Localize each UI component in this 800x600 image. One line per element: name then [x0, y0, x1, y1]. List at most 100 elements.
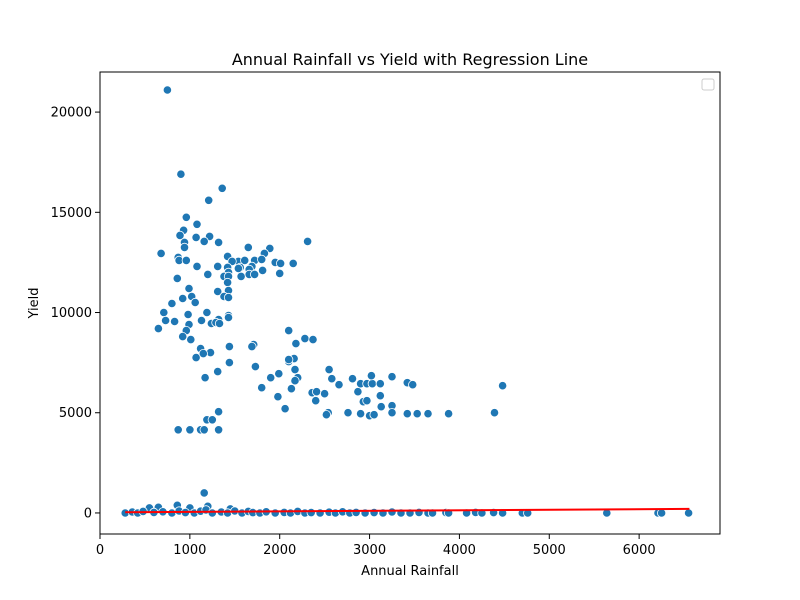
data-point: [161, 315, 171, 326]
data-point: [387, 507, 397, 517]
data-point: [250, 361, 260, 372]
data-point: [367, 379, 377, 389]
x-tick-label: 1000: [173, 543, 206, 558]
data-point: [207, 508, 217, 518]
data-point: [275, 258, 286, 268]
data-point: [423, 409, 433, 419]
x-tick-label: 0: [96, 543, 104, 558]
data-point: [290, 364, 300, 375]
data-point: [523, 508, 533, 518]
data-point: [347, 374, 358, 384]
data-point: [156, 248, 166, 258]
data-point: [178, 293, 188, 304]
data-point: [443, 409, 454, 419]
data-point: [185, 425, 195, 435]
data-point: [290, 376, 300, 386]
data-point: [173, 425, 183, 435]
data-point: [497, 381, 508, 391]
data-point: [319, 389, 330, 399]
data-point: [311, 387, 322, 397]
data-point: [223, 277, 233, 288]
data-point: [387, 408, 397, 418]
x-tick-label: 6000: [623, 543, 656, 558]
data-point: [273, 392, 283, 402]
data-point: [179, 242, 190, 252]
data-point: [192, 261, 202, 271]
data-point: [284, 325, 294, 336]
data-point: [213, 366, 223, 377]
data-point: [214, 407, 224, 417]
data-point: [167, 298, 177, 309]
data-point: [191, 232, 201, 242]
data-point: [191, 352, 201, 363]
data-point: [184, 283, 194, 294]
data-point: [196, 315, 207, 326]
data-point: [200, 373, 210, 383]
data-point: [489, 408, 500, 418]
y-tick-label: 5000: [59, 406, 92, 421]
data-point: [306, 507, 316, 518]
data-point: [291, 338, 301, 349]
data-point: [284, 354, 294, 365]
data-point: [366, 371, 376, 381]
data-point: [375, 379, 385, 389]
data-point: [308, 334, 318, 345]
data-point: [181, 212, 191, 222]
data-point: [257, 265, 268, 275]
data-point: [170, 316, 180, 327]
legend-box: [701, 78, 715, 91]
data-point: [178, 331, 188, 342]
data-point: [224, 357, 234, 368]
data-point: [159, 307, 169, 318]
data-point: [224, 341, 234, 352]
data-point: [408, 380, 418, 390]
x-axis: 0 1000 2000 3000 4000 5000 6000: [96, 534, 656, 558]
data-point: [302, 236, 313, 246]
regression-layer: [125, 507, 690, 514]
data-point: [172, 273, 182, 283]
data-point: [369, 410, 379, 420]
data-point: [274, 369, 284, 379]
y-tick-label: 15000: [51, 206, 92, 221]
data-point: [375, 391, 385, 401]
data-point: [153, 323, 163, 334]
data-point: [334, 380, 344, 390]
data-point: [353, 387, 363, 397]
data-point: [288, 258, 298, 268]
data-point: [176, 169, 186, 179]
y-axis: 0 5000 10000 15000 20000: [51, 106, 100, 521]
data-point: [213, 286, 223, 297]
data-point: [199, 488, 209, 498]
data-point: [217, 183, 227, 193]
data-point: [683, 508, 694, 518]
y-axis-label: Yield: [27, 288, 42, 320]
data-point: [324, 364, 334, 375]
data-point: [192, 219, 202, 229]
data-point: [412, 409, 422, 419]
data-point: [223, 312, 234, 323]
data-point: [343, 408, 353, 418]
data-point: [233, 263, 243, 273]
data-point: [351, 507, 361, 518]
data-point: [183, 309, 193, 320]
data-point: [402, 409, 412, 419]
data-point: [162, 85, 172, 95]
data-point: [186, 334, 196, 345]
data-point: [199, 236, 209, 246]
data-point: [355, 409, 366, 419]
data-point: [236, 271, 246, 281]
data-point: [327, 374, 337, 384]
x-tick-label: 2000: [263, 543, 296, 558]
data-point: [275, 268, 285, 278]
data-point: [321, 410, 331, 420]
data-point: [181, 255, 191, 265]
data-point: [369, 507, 379, 518]
data-point: [190, 297, 200, 308]
data-point: [199, 425, 209, 435]
data-point: [214, 237, 224, 247]
data-point: [270, 508, 280, 518]
y-tick-label: 10000: [51, 306, 92, 321]
data-point: [362, 396, 372, 406]
